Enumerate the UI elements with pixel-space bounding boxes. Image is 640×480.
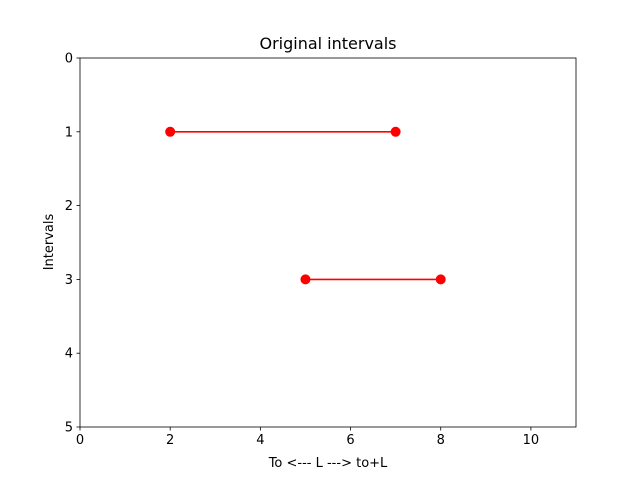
plot-area: 0 2 4 6 8 10 0 1 2 3 4 5	[65, 52, 577, 448]
y-tick-label: 1	[65, 125, 73, 140]
y-tick-label: 4	[65, 347, 73, 362]
x-tick-label: 6	[346, 433, 354, 448]
x-tick-label: 4	[256, 433, 264, 448]
x-tick-label: 0	[76, 433, 84, 448]
x-tick-label: 2	[166, 433, 174, 448]
interval-point	[390, 126, 401, 137]
y-tick-label: 0	[65, 52, 73, 67]
y-tick-label: 2	[65, 199, 73, 214]
chart-title: Original intervals	[259, 34, 396, 53]
interval-point	[300, 274, 311, 285]
y-axis-label: Intervals	[42, 213, 57, 270]
y-tick-label: 3	[65, 273, 73, 288]
plot-frame	[79, 57, 577, 428]
x-axis-label: To <--- L ---> to+L	[268, 456, 388, 471]
interval-point	[435, 274, 446, 285]
y-tick-label: 5	[65, 421, 73, 436]
x-tick-label: 10	[523, 433, 540, 448]
interval-point	[165, 126, 176, 137]
x-tick-label: 8	[437, 433, 445, 448]
